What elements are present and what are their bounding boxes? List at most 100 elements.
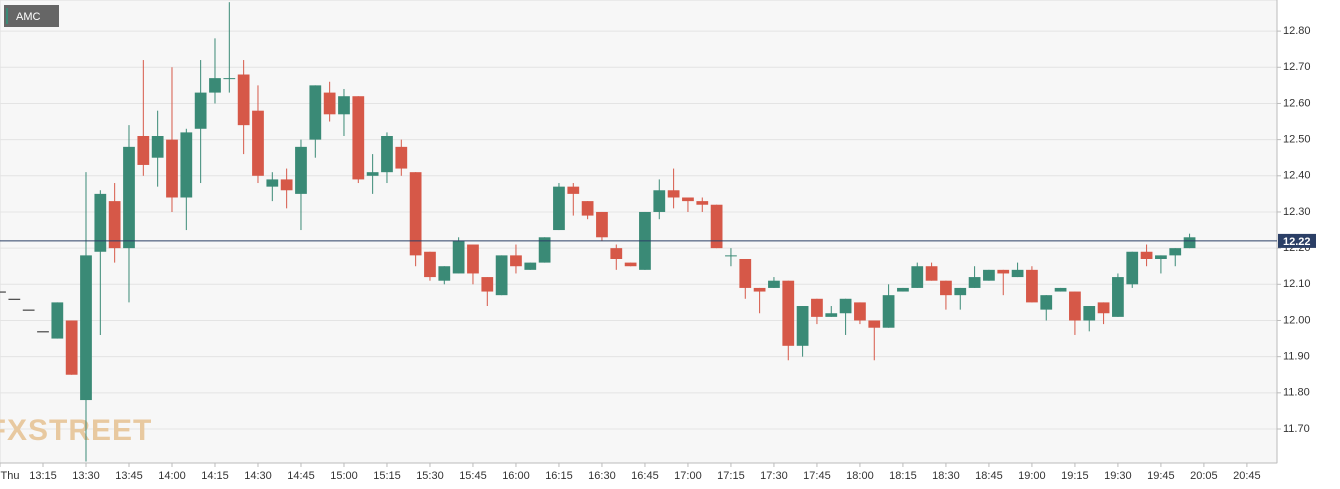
candle-body [983,269,995,281]
candle-body [481,277,494,292]
x-tick-label: 15:00 [330,470,358,482]
candle-body [1169,248,1182,256]
candle-body [366,172,379,176]
candle-body [567,186,580,194]
x-tick-label: 17:45 [803,470,831,482]
candle-body [1083,306,1096,321]
candle-body [309,85,322,140]
candle-body [280,179,293,191]
x-tick-label: 13:45 [115,470,143,482]
last-price-tag [1278,233,1316,248]
x-tick-label: 20:45 [1233,470,1261,482]
candle-body [1011,269,1024,278]
candle-body [1040,295,1053,310]
legend-label: AMC [16,11,41,23]
candle-body [94,193,107,252]
y-tick-label: 12.10 [1283,278,1311,290]
x-tick-label: 17:00 [674,470,702,482]
candle-body [825,313,838,317]
candle-body [882,295,895,328]
candle-body [811,298,823,317]
candle-body [538,237,551,263]
candle-body [1054,287,1067,292]
candle-body [166,139,178,198]
candle-body [80,255,92,401]
candle-body [1183,237,1196,249]
candle-body [997,269,1010,274]
candle-body [137,136,150,165]
candle-body [796,306,809,346]
y-tick-label: 12.70 [1283,61,1311,73]
x-tick-label: 14:30 [244,470,272,482]
candle-body [667,190,680,198]
y-tick-label: 12.30 [1283,206,1311,218]
x-tick-label: 19:15 [1061,470,1089,482]
x-tick-label: 16:15 [545,470,573,482]
candle-body [338,96,350,115]
candle-body [209,78,221,93]
candle-body [868,320,881,328]
candle-body [653,190,666,212]
candle-body [452,240,465,274]
candle-body [266,179,279,187]
candle-body [753,287,766,292]
candle-body [854,302,866,321]
x-tick-label: 14:00 [158,470,186,482]
candle-body [352,96,365,180]
candle-body [395,146,408,169]
x-tick-label: 16:00 [502,470,530,482]
candle-body [424,251,436,278]
candle-body [739,258,752,288]
candle-body [510,255,522,267]
candle-body [65,320,78,375]
candle-body [409,172,422,256]
x-tick-label: 17:15 [717,470,745,482]
candle-body [524,262,537,270]
candle-body [1126,251,1139,285]
x-tick-label: 15:30 [416,470,444,482]
candle-body [22,309,35,311]
candle-body [1069,291,1081,321]
y-tick-label: 12.80 [1283,25,1311,37]
candle-body [8,298,21,300]
candle-body [323,92,336,115]
x-tick-label: 19:30 [1104,470,1132,482]
candle-body [381,136,393,173]
candle-body [194,92,207,129]
candle-body [710,204,723,249]
candle-body [897,287,909,292]
x-tick-label: 17:30 [760,470,788,482]
candle-body [51,302,64,339]
candle-body [911,266,924,288]
y-tick-label: 12.50 [1283,134,1311,146]
candle-body [925,266,938,281]
candle-body [37,331,49,333]
y-tick-label: 11.70 [1283,423,1310,435]
x-tick-label: 15:15 [373,470,401,482]
legend: AMC [4,5,59,27]
candle-body [180,132,193,198]
x-tick-label: 15:45 [459,470,487,482]
x-tick-label: Thu [1,470,20,482]
x-tick-label: 13:15 [29,470,57,482]
candle-body [223,78,236,80]
x-tick-label: 18:15 [889,470,917,482]
y-tick-label: 12.00 [1283,314,1311,326]
x-tick-label: 16:45 [631,470,659,482]
candle-body [438,266,451,281]
candle-body [682,197,694,202]
candle-body [467,244,479,274]
candle-body [1140,251,1153,259]
x-tick-label: 19:00 [1018,470,1046,482]
x-tick-label: 19:45 [1147,470,1175,482]
candle-body [581,201,594,216]
candle-body [725,255,737,257]
candle-body [295,146,307,194]
candle-body [553,186,565,231]
candle-body [839,298,852,314]
candle-body [782,280,795,346]
candle-body [1155,255,1167,259]
legend-box [4,5,59,27]
